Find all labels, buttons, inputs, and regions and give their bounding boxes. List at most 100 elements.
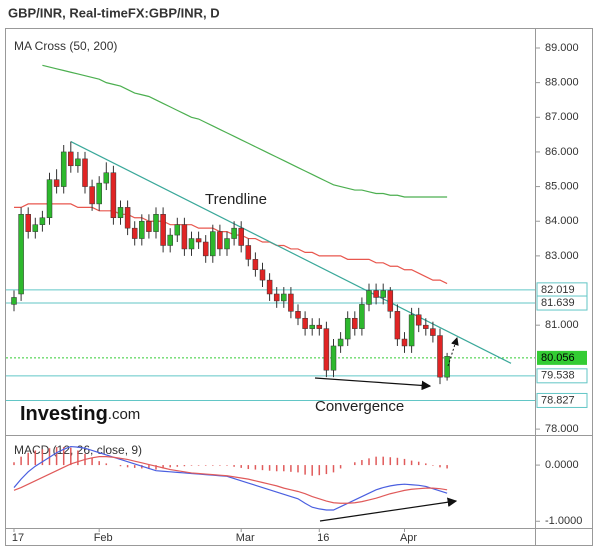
histogram-bar <box>417 461 420 466</box>
candle-body <box>323 328 330 371</box>
histogram-bar <box>432 465 434 466</box>
histogram-bar <box>403 458 406 466</box>
histogram-bar <box>197 465 200 466</box>
histogram-bar <box>446 465 448 469</box>
candle-body <box>373 290 379 298</box>
y-tick-label: 89.000 <box>545 42 579 54</box>
histogram-bar <box>247 465 250 470</box>
candle-body <box>337 338 344 347</box>
y-tick-label: 81.000 <box>545 319 579 331</box>
histogram-bar <box>233 465 235 467</box>
histogram-bar <box>212 465 214 466</box>
x-tick-label: 17 <box>12 532 24 544</box>
histogram-bar <box>183 465 186 467</box>
histogram-bar <box>155 465 157 470</box>
frame <box>5 28 593 546</box>
candle-body <box>11 297 17 305</box>
candle-body <box>195 238 202 243</box>
candle-body <box>352 317 358 329</box>
candle-body <box>39 217 46 225</box>
candle-body <box>181 224 188 250</box>
candle-body <box>202 241 209 257</box>
histogram-bar <box>176 465 179 467</box>
candle-body <box>330 345 337 371</box>
level-label: 78.827 <box>541 394 575 406</box>
candle-body <box>60 151 67 187</box>
histogram-bar <box>55 447 58 466</box>
histogram-bar <box>27 452 29 466</box>
candle-body <box>75 158 81 167</box>
candle-body <box>252 259 259 270</box>
histogram-bar <box>62 447 65 466</box>
candle-body <box>238 227 244 246</box>
histogram-bar <box>133 465 136 468</box>
histogram-bar <box>20 456 22 466</box>
arrow <box>447 337 459 367</box>
candle-body <box>188 238 195 250</box>
arrow <box>319 497 458 522</box>
candle-body <box>344 317 351 340</box>
y-tick-label: 83.000 <box>545 250 579 262</box>
histogram-bar <box>226 465 228 466</box>
last-price-label: 80.056 <box>541 352 575 364</box>
histogram-bar <box>396 457 399 466</box>
histogram-bar <box>275 465 278 472</box>
histogram-bar <box>382 456 384 466</box>
candle-body <box>18 214 24 295</box>
y-tick-label: 88.000 <box>545 77 579 89</box>
candle-body <box>302 317 308 329</box>
line <box>13 456 448 504</box>
histogram-bar <box>439 465 441 468</box>
level-label: 81.639 <box>541 297 575 309</box>
annotation: Convergence <box>315 398 404 415</box>
level-label-box <box>536 295 588 311</box>
candle-body <box>210 231 216 257</box>
indicator-label: MA Cross (50, 200) <box>14 39 117 53</box>
y-tick-label: 85.000 <box>545 180 579 192</box>
histogram-bar <box>410 460 413 466</box>
histogram-bar <box>219 465 221 466</box>
histogram-bar <box>41 449 44 466</box>
histogram-bar <box>425 463 427 466</box>
candle-body <box>309 324 315 329</box>
line <box>14 203 448 285</box>
histogram-bar <box>34 450 37 466</box>
histogram-bar <box>297 465 299 473</box>
y-tick-label: 84.000 <box>545 215 579 227</box>
level-label-box <box>536 368 588 384</box>
candle-body <box>437 335 443 378</box>
candle-body <box>217 231 223 250</box>
histogram-bar <box>162 465 164 469</box>
chart-title: GBP/INR, Real-timeFX:GBP/INR, D <box>8 5 220 20</box>
candle-body <box>359 304 365 329</box>
candle-body <box>96 182 102 205</box>
histogram-bar <box>389 457 392 466</box>
x-tick-label: 16 <box>317 532 329 544</box>
trendline <box>70 141 512 364</box>
candle-body <box>46 179 53 219</box>
candle-body <box>153 214 159 232</box>
histogram-bar <box>91 457 93 466</box>
x-tick-label: Mar <box>236 532 255 544</box>
y-tick-label: 87.000 <box>545 111 579 123</box>
level-label-box <box>536 392 588 408</box>
arrow <box>314 377 432 391</box>
line <box>13 445 448 511</box>
indicator-label: MACD (12, 26, close, 9) <box>14 443 142 457</box>
candle-body <box>131 227 138 239</box>
candle-body <box>110 172 117 219</box>
histogram-bar <box>190 465 193 466</box>
histogram-bar <box>268 465 271 471</box>
candle-body <box>139 220 145 239</box>
line <box>42 64 448 198</box>
candle-body <box>380 290 386 298</box>
histogram-bar <box>119 465 122 467</box>
candle-body <box>423 324 429 329</box>
candle-body <box>146 220 152 232</box>
histogram-bar <box>77 450 79 466</box>
candle-body <box>295 311 301 319</box>
candle-body <box>103 172 110 184</box>
histogram-bar <box>98 461 100 466</box>
